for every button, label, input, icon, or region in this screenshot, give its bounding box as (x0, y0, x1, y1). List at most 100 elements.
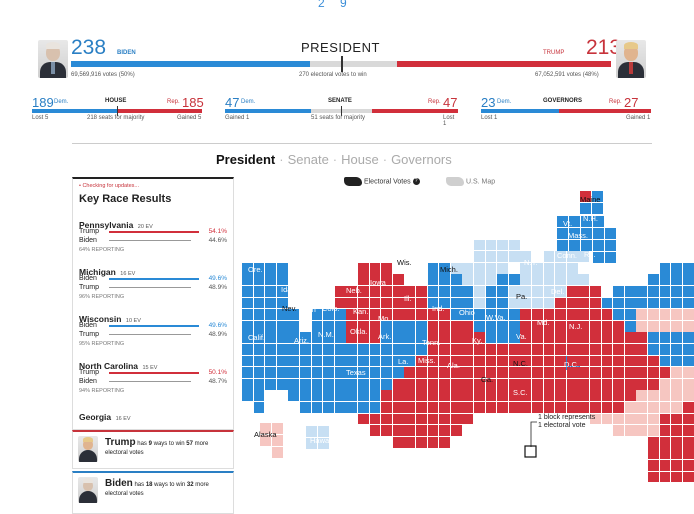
electoral-block (334, 332, 346, 344)
electoral-block (392, 402, 404, 413)
electoral-block-hawaii (306, 438, 317, 449)
electoral-block (648, 320, 659, 332)
electoral-block (334, 344, 346, 355)
biden-electoral-votes: 238 (71, 36, 107, 59)
electoral-block (369, 378, 381, 390)
race-state-name: North Carolina (79, 361, 139, 371)
electoral-block (659, 355, 671, 367)
key-race-results-panel: • Checking for updates... Key Race Resul… (72, 177, 234, 430)
electoral-block (648, 309, 659, 320)
electoral-block (253, 402, 265, 413)
electoral-block (346, 344, 358, 355)
electoral-block (605, 240, 616, 251)
electoral-block (578, 390, 590, 402)
tab-governors[interactable]: Governors (391, 152, 452, 167)
electoral-block (581, 228, 592, 239)
state-label-ind: Ind. (432, 304, 445, 313)
electoral-block (532, 320, 543, 332)
electoral-block (485, 309, 497, 320)
electoral-block (358, 367, 369, 378)
electoral-block (508, 286, 520, 297)
electoral-block (671, 378, 682, 390)
electoral-block (439, 436, 450, 448)
electoral-block-alaska (272, 423, 283, 434)
info-icon[interactable]: ? (412, 178, 420, 185)
electoral-block (381, 274, 392, 286)
toggle-electoral-votes[interactable]: Electoral Votes ? (344, 177, 420, 186)
electoral-block (659, 274, 671, 286)
electoral-block (381, 413, 392, 425)
electoral-block (671, 390, 682, 402)
electoral-block (601, 309, 613, 320)
electoral-block (497, 332, 508, 344)
electoral-block (334, 402, 346, 413)
electoral-block (474, 297, 485, 309)
toggle-us-map[interactable]: U.S. Map (446, 177, 495, 186)
electoral-block (265, 274, 276, 286)
electoral-block (671, 320, 682, 332)
electoral-block (311, 367, 323, 378)
electoral-block (532, 344, 543, 355)
electoral-block (253, 355, 265, 367)
electoral-block (624, 413, 636, 425)
electoral-block (659, 448, 671, 460)
electoral-block (381, 425, 392, 436)
electoral-block (590, 355, 601, 367)
electoral-block (543, 402, 555, 413)
governors-dem-count: 23 (481, 95, 496, 110)
electoral-block (474, 309, 485, 320)
state-label-ohio: Ohio (459, 308, 475, 317)
electoral-block (566, 378, 578, 390)
tab-house[interactable]: House (341, 152, 379, 167)
electoral-block (358, 390, 369, 402)
electoral-block (601, 413, 613, 425)
electoral-block (253, 320, 265, 332)
electoral-block (416, 402, 427, 413)
electoral-block (497, 274, 508, 286)
electoral-block (323, 320, 334, 332)
senate-majority-note: 51 seats for majority (311, 115, 366, 121)
electoral-block (404, 344, 416, 355)
trump-card-avatar (78, 436, 98, 462)
electoral-block (566, 274, 578, 286)
race-reporting: 64% REPORTING (79, 247, 125, 253)
tab-president[interactable]: President (216, 152, 276, 167)
race-pennsylvania[interactable]: Pennsylvania 20 EV Trump 54.1% Biden 44.… (79, 215, 227, 259)
biden-paths-card[interactable]: Biden has 18 ways to win 32 more elector… (72, 471, 234, 514)
electoral-block (569, 240, 580, 251)
race-north-carolina[interactable]: North Carolina 15 EV Trump 50.1% Biden 4… (79, 356, 227, 400)
electoral-block (358, 355, 369, 367)
electoral-block (416, 367, 427, 378)
state-label-la: La. (398, 357, 409, 366)
trump-paths-card[interactable]: Trump has 9 ways to win 57 more electora… (72, 430, 234, 469)
electoral-block (648, 448, 659, 460)
electoral-block (462, 367, 474, 378)
electoral-block (439, 320, 450, 332)
electoral-block (566, 309, 578, 320)
tab-senate[interactable]: Senate (287, 152, 329, 167)
senate-rep-count: 47 (443, 95, 458, 110)
race-michigan[interactable]: Michigan 16 EV Biden 49.6% Trump 48.9% 9… (79, 262, 227, 306)
electoral-block (613, 344, 624, 355)
electoral-block (497, 309, 508, 320)
biden-card-name: Biden (105, 478, 133, 489)
electoral-block (381, 286, 392, 297)
electoral-block (578, 309, 590, 320)
electoral-block (276, 286, 288, 297)
electoral-block (369, 367, 381, 378)
race-trailer-name: Biden (79, 378, 97, 385)
electoral-block (392, 378, 404, 390)
race-leader-name: Trump (79, 369, 99, 376)
electoral-block (520, 355, 532, 367)
electoral-block (557, 216, 568, 227)
electoral-block (369, 297, 381, 309)
electoral-block (288, 390, 300, 402)
electoral-block (416, 309, 427, 320)
electoral-block (532, 378, 543, 390)
state-label-nd: N.D. (343, 265, 358, 274)
race-wisconsin[interactable]: Wisconsin 10 EV Biden 49.6% Trump 48.9% … (79, 309, 227, 353)
race-georgia[interactable]: Georgia 16 EV (79, 407, 131, 425)
electoral-block (648, 274, 659, 286)
electoral-block (659, 286, 671, 297)
electoral-block (311, 390, 323, 402)
